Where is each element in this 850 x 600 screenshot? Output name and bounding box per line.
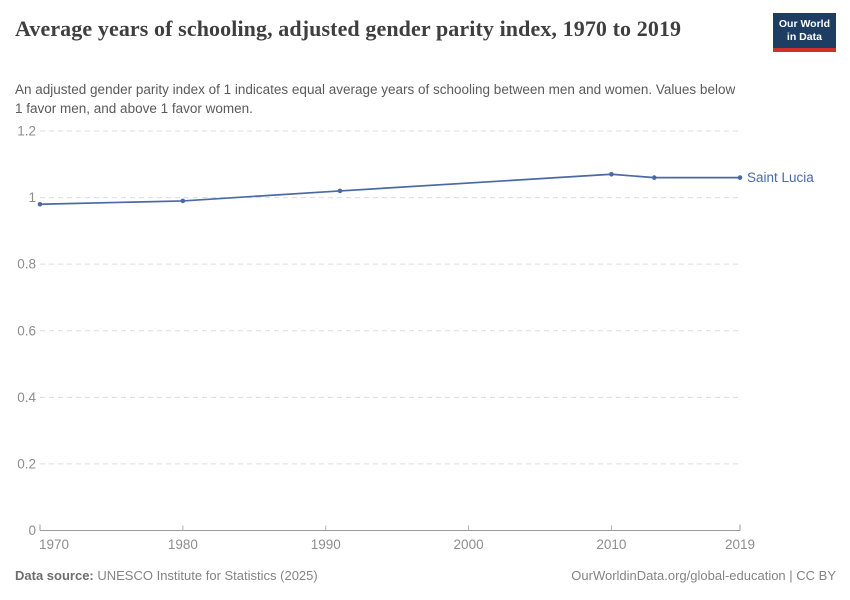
data-point-1970[interactable] bbox=[37, 201, 43, 207]
x-tick-label-2000: 2000 bbox=[454, 537, 484, 552]
y-tick-label-0.8: 0.8 bbox=[17, 257, 36, 272]
y-tick-label-1: 1 bbox=[28, 190, 36, 205]
x-tick-label-1990: 1990 bbox=[311, 537, 341, 552]
x-tick-label-1980: 1980 bbox=[168, 537, 198, 552]
chart-title: Average years of schooling, adjusted gen… bbox=[15, 16, 682, 41]
footer-license-link[interactable]: OurWorldinData.org/global-education | CC… bbox=[571, 568, 836, 583]
data-point-2019[interactable] bbox=[737, 175, 743, 180]
owid-logo-line2: in Data bbox=[786, 31, 822, 43]
chart-subtitle: An adjusted gender parity index of 1 ind… bbox=[15, 82, 736, 116]
data-source-label: Data source: bbox=[15, 568, 94, 583]
y-tick-label-0: 0 bbox=[28, 523, 36, 538]
data-point-2013[interactable] bbox=[651, 175, 657, 180]
x-tick-label-2019: 2019 bbox=[725, 537, 755, 552]
series-line-saint-lucia[interactable] bbox=[39, 173, 741, 206]
data-source-text: UNESCO Institute for Statistics (2025) bbox=[93, 568, 318, 583]
owid-logo-line1: Our World bbox=[778, 18, 830, 30]
data-source-note: Data source: UNESCO Institute for Statis… bbox=[15, 568, 318, 583]
y-tick-label-1.2: 1.2 bbox=[17, 124, 36, 139]
owid-logo[interactable]: Our World in Data bbox=[772, 13, 836, 52]
data-point-1980[interactable] bbox=[180, 198, 186, 204]
y-tick-label-0.2: 0.2 bbox=[17, 456, 36, 471]
x-tick-label-2010: 2010 bbox=[596, 537, 626, 552]
y-tick-label-0.6: 0.6 bbox=[17, 323, 36, 338]
series-label[interactable]: Saint Lucia bbox=[747, 170, 814, 185]
y-tick-label-0.4: 0.4 bbox=[17, 390, 36, 405]
chart-footer: Data source: UNESCO Institute for Statis… bbox=[15, 568, 836, 583]
data-point-2010[interactable] bbox=[609, 171, 614, 177]
x-tick-label-1970: 1970 bbox=[39, 537, 69, 552]
data-point-1991[interactable] bbox=[337, 188, 343, 194]
